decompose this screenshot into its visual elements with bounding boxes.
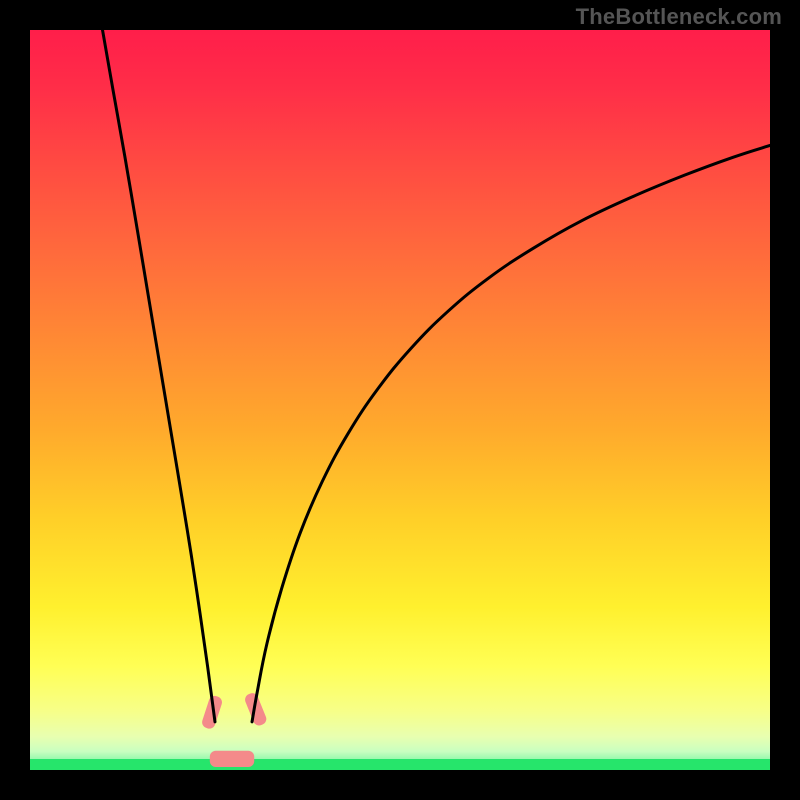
chart-container: { "canvas": { "width": 800, "height": 80… bbox=[0, 0, 800, 800]
plot-area bbox=[30, 30, 770, 770]
watermark-text: TheBottleneck.com bbox=[576, 4, 782, 30]
bottleneck-curve bbox=[103, 30, 215, 722]
curve-layer bbox=[30, 30, 770, 770]
bottleneck-curve bbox=[252, 145, 770, 721]
highlight-marker bbox=[210, 751, 254, 767]
